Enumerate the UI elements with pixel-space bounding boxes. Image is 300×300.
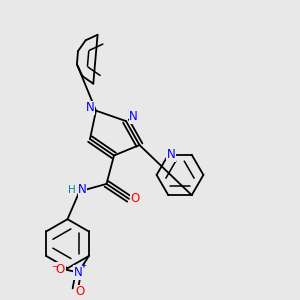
Text: O: O [75, 285, 84, 298]
Text: N: N [78, 183, 87, 196]
Text: N: N [74, 266, 83, 279]
Text: +: + [80, 263, 86, 269]
Text: −: − [51, 262, 58, 271]
Text: O: O [130, 192, 140, 206]
Text: H: H [68, 185, 76, 195]
Text: N: N [85, 101, 94, 114]
Text: O: O [56, 263, 65, 276]
Text: N: N [129, 110, 138, 123]
Text: N: N [167, 148, 176, 161]
